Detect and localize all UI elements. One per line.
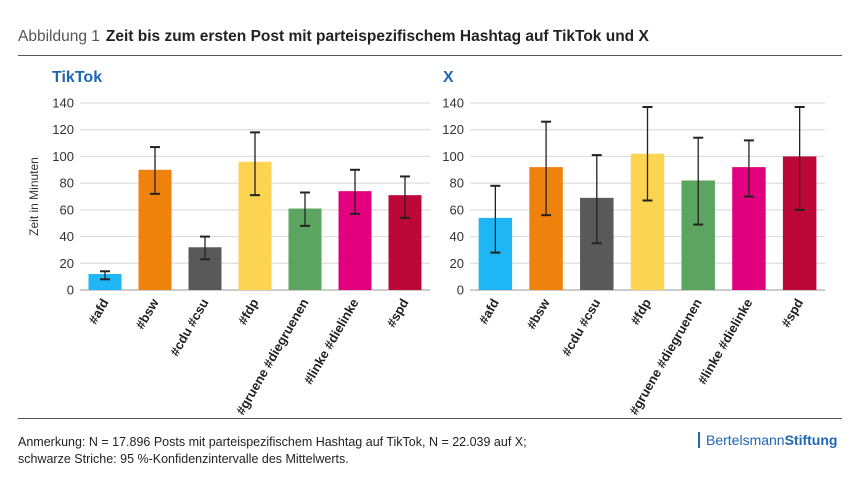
y-axis-label: Zeit in Minuten [27, 157, 41, 236]
y-tick-label: 140 [442, 96, 464, 111]
top-divider [18, 55, 842, 56]
y-tick-label: 140 [52, 96, 74, 111]
x-tick-label: #linke #dielinke [694, 296, 755, 387]
y-tick-label: 120 [52, 122, 74, 137]
footnote-line-1: Anmerkung: N = 17.896 Posts mit parteisp… [18, 435, 527, 449]
x-tick-label: #cdu #csu [559, 296, 604, 359]
x-tick-label: #fdp [235, 296, 262, 327]
footnote: Anmerkung: N = 17.896 Posts mit parteisp… [18, 434, 527, 468]
y-tick-label: 60 [60, 202, 74, 217]
y-tick-label: 80 [450, 176, 464, 191]
x-tick-label: #bsw [523, 295, 553, 331]
logo-part1: Bertelsmann [706, 432, 785, 448]
y-tick-label: 20 [450, 256, 464, 271]
x-tick-label: #fdp [627, 296, 654, 327]
title-text: Zeit bis zum ersten Post mit parteispezi… [105, 28, 649, 45]
y-tick-label: 100 [52, 149, 74, 164]
y-tick-label: 120 [442, 122, 464, 137]
figure-title: Abbildung 1 Zeit bis zum ersten Post mit … [18, 28, 649, 46]
panel-title: X [443, 69, 454, 86]
y-tick-label: 80 [60, 176, 74, 191]
y-tick-label: 0 [67, 283, 74, 298]
bertelsmann-logo: BertelsmannStiftung [698, 432, 837, 448]
y-tick-label: 0 [457, 283, 464, 298]
footnote-line-2: schwarze Striche: 95 %-Konfidenzinterval… [18, 452, 349, 466]
y-tick-label: 60 [450, 202, 464, 217]
x-tick-label: #afd [85, 296, 111, 327]
x-tick-label: #bsw [132, 295, 162, 331]
figure-label: Abbildung 1 [18, 28, 100, 45]
x-tick-label: #spd [383, 296, 411, 330]
x-tick-label: #linke #dielinke [301, 296, 362, 387]
x-tick-label: #afd [476, 296, 502, 327]
y-tick-label: 40 [60, 229, 74, 244]
bottom-divider [18, 418, 842, 419]
x-tick-label: #cdu #csu [167, 296, 212, 359]
x-tick-label: #spd [778, 296, 806, 330]
y-tick-label: 100 [442, 149, 464, 164]
logo-part2: Stiftung [784, 432, 838, 448]
y-tick-label: 20 [60, 256, 74, 271]
panel-title: TikTok [52, 69, 102, 86]
y-tick-label: 40 [450, 229, 464, 244]
bar-afd [88, 273, 122, 290]
